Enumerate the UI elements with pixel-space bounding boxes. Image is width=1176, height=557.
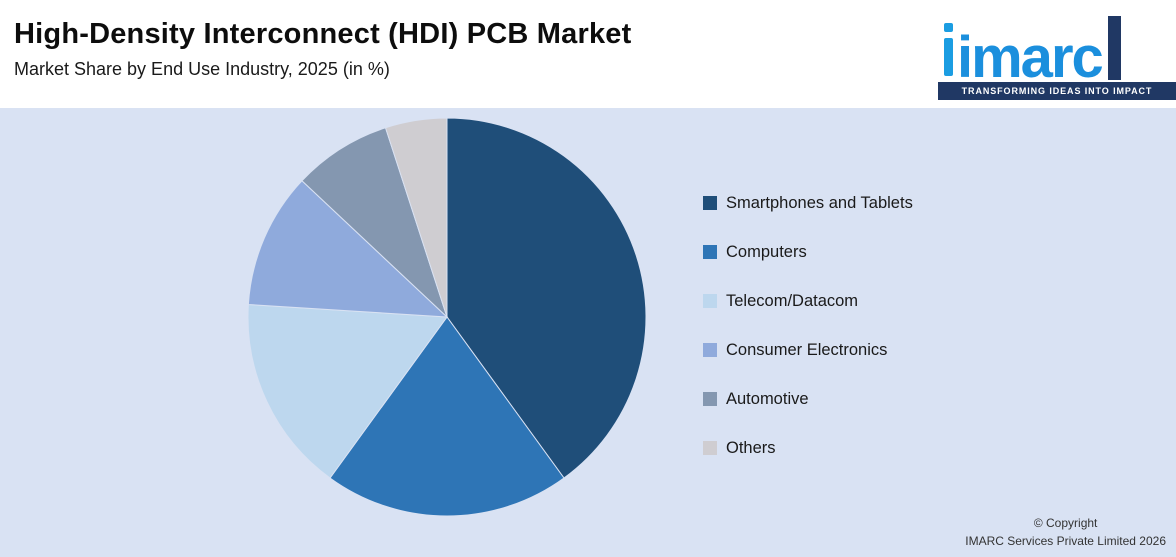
legend-item: Telecom/Datacom bbox=[703, 290, 913, 312]
copyright: © Copyright IMARC Services Private Limit… bbox=[965, 515, 1166, 550]
legend-label: Telecom/Datacom bbox=[726, 291, 859, 310]
pie-chart bbox=[246, 116, 648, 518]
legend-swatch bbox=[703, 196, 717, 210]
page-title: High-Density Interconnect (HDI) PCB Mark… bbox=[14, 18, 632, 50]
legend-swatch bbox=[703, 441, 717, 455]
pie-slice-2 bbox=[247, 303, 448, 479]
logo-i-dot-icon bbox=[944, 23, 953, 32]
copyright-line1: © Copyright bbox=[1033, 516, 1098, 531]
legend-swatch bbox=[703, 343, 717, 357]
chart-legend: Smartphones and Tablets Computers Teleco… bbox=[703, 192, 913, 486]
legend-label: Smartphones and Tablets bbox=[726, 193, 913, 212]
copyright-line2: IMARC Services Private Limited 2026 bbox=[965, 533, 1166, 548]
pie-slice-4 bbox=[301, 127, 448, 318]
imarc-logo: imarc TRANSFORMING IDEAS INTO IMPACT bbox=[938, 8, 1176, 100]
legend-item: Consumer Electronics bbox=[703, 339, 913, 361]
legend-label: Computers bbox=[726, 242, 807, 261]
page-subtitle: Market Share by End Use Industry, 2025 (… bbox=[14, 59, 390, 79]
legend-label: Consumer Electronics bbox=[726, 340, 888, 359]
logo-accent-bar bbox=[1107, 16, 1121, 80]
logo-i-icon bbox=[944, 23, 953, 76]
logo-wordmark: imarc bbox=[957, 25, 1104, 91]
pie-chart-svg bbox=[247, 117, 647, 517]
legend-swatch bbox=[703, 245, 717, 259]
header: High-Density Interconnect (HDI) PCB Mark… bbox=[0, 0, 1176, 108]
legend-swatch bbox=[703, 392, 717, 406]
legend-item: Computers bbox=[703, 241, 913, 263]
pie-slice-3 bbox=[247, 180, 449, 318]
logo-tagline: TRANSFORMING IDEAS INTO IMPACT bbox=[938, 82, 1176, 100]
title-block: High-Density Interconnect (HDI) PCB Mark… bbox=[14, 18, 631, 80]
logo-i-bar-icon bbox=[944, 38, 953, 76]
legend-label: Automotive bbox=[726, 389, 809, 408]
pie-slice-5 bbox=[384, 117, 448, 318]
legend-item: Others bbox=[703, 437, 913, 459]
legend-swatch bbox=[703, 294, 717, 308]
pie-slice-1 bbox=[329, 316, 565, 517]
legend-item: Smartphones and Tablets bbox=[703, 192, 913, 214]
pie-slice-0 bbox=[446, 117, 647, 479]
imarc-logo-mark: imarc bbox=[938, 8, 1176, 91]
legend-label: Others bbox=[726, 438, 776, 457]
legend-item: Automotive bbox=[703, 388, 913, 410]
